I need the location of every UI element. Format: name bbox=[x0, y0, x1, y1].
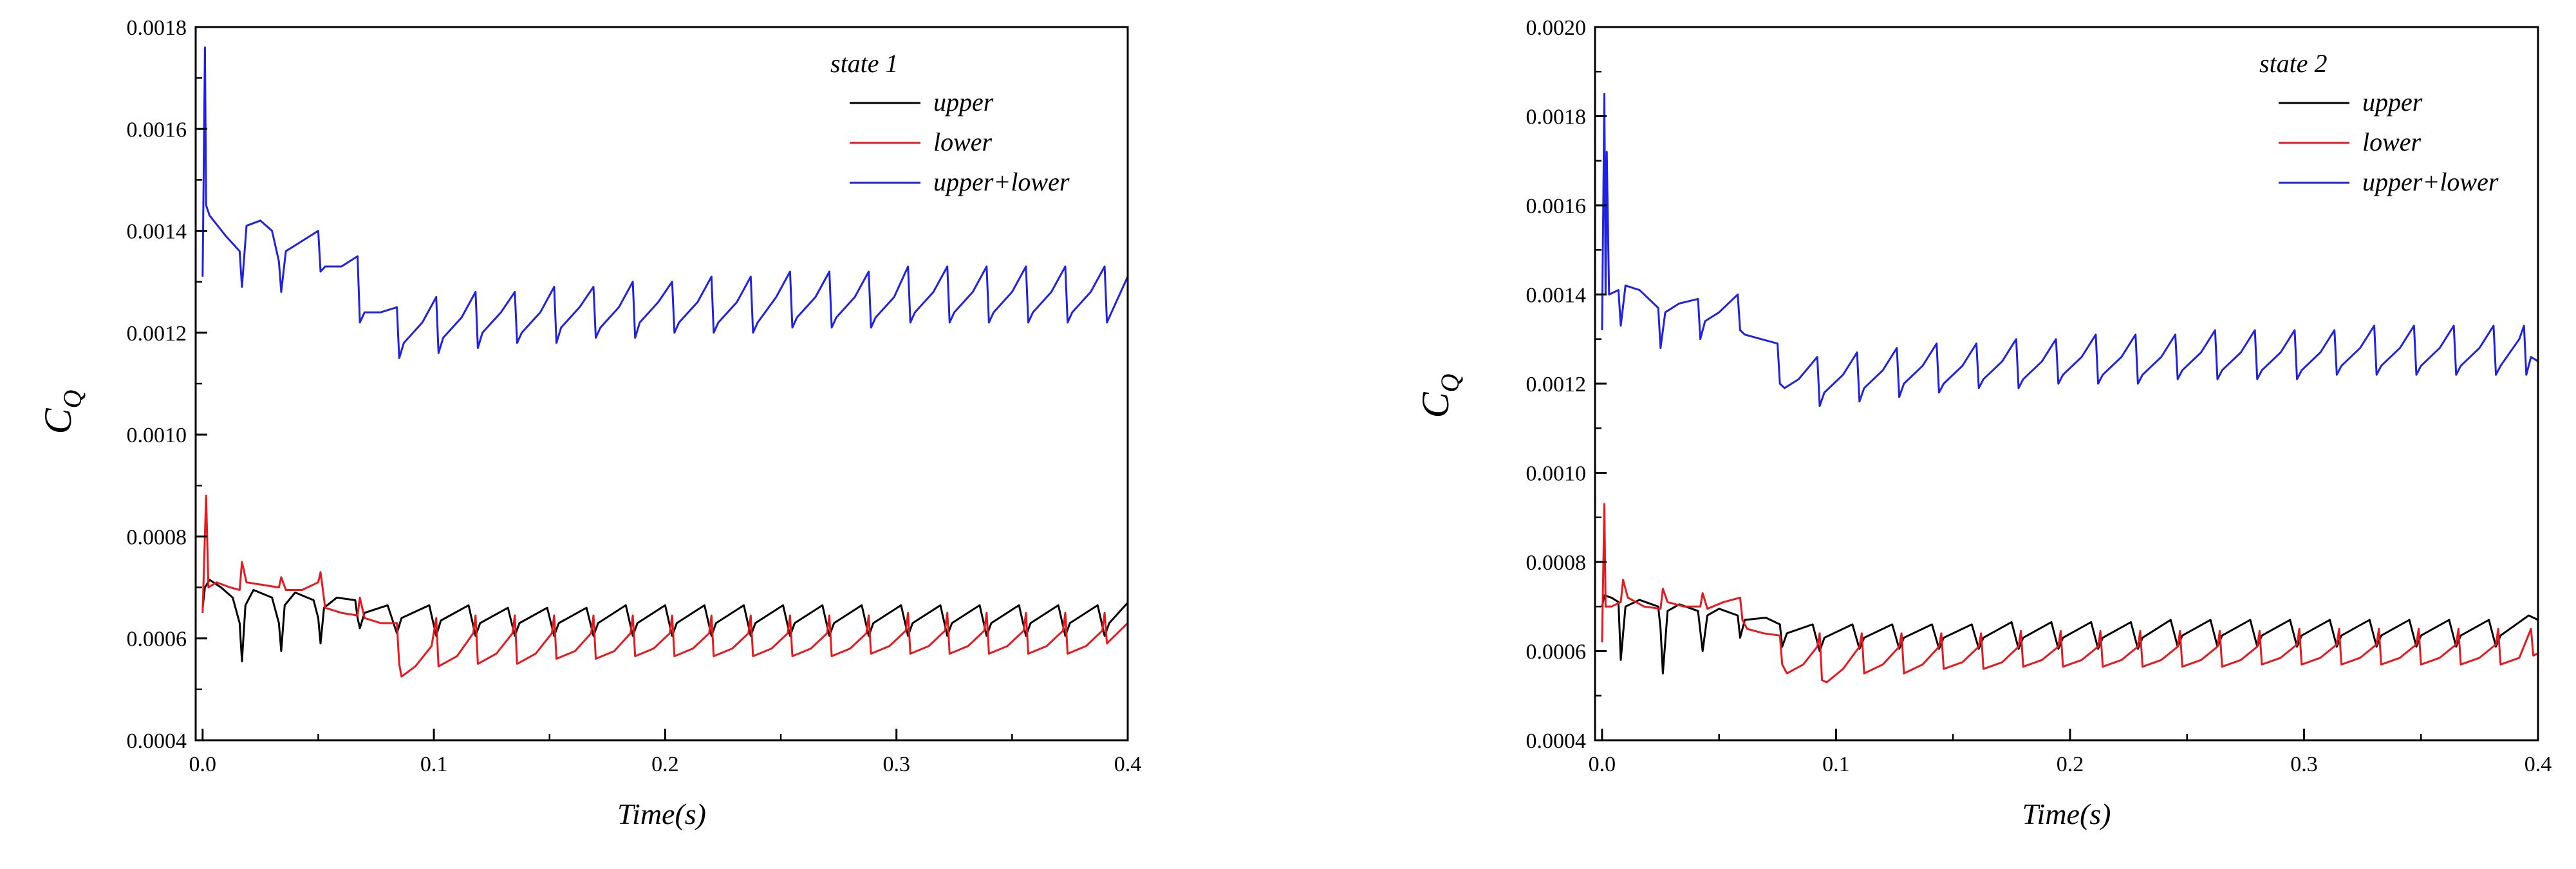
y-tick-label: 0.0008 bbox=[127, 525, 187, 549]
y-tick-label: 0.0010 bbox=[1526, 462, 1587, 486]
y-axis-title: CQ bbox=[1414, 373, 1464, 418]
y-tick-label: 0.0008 bbox=[1526, 551, 1587, 575]
chart-panel-1: 0.00040.00060.00080.00100.00120.00140.00… bbox=[37, 16, 1141, 830]
y-axis-title-subscript: Q bbox=[58, 389, 87, 408]
x-tick-label: 0.1 bbox=[420, 752, 448, 776]
x-tick-label: 0.1 bbox=[1822, 752, 1850, 776]
y-tick-label: 0.0012 bbox=[127, 322, 187, 346]
x-tick-label: 0.4 bbox=[2525, 752, 2552, 776]
legend-label-lower: lower bbox=[2362, 127, 2422, 156]
series-line-upper-plus-lower bbox=[201, 46, 1128, 359]
y-tick-label: 0.0016 bbox=[1526, 194, 1587, 218]
y-tick-label: 0.0006 bbox=[127, 628, 187, 651]
x-axis-title: Time(s) bbox=[2022, 798, 2111, 830]
legend-title: state 2 bbox=[2259, 49, 2328, 78]
y-axis-title-main: C bbox=[37, 407, 79, 434]
y-axis-title-subscript: Q bbox=[1435, 373, 1464, 392]
series-line-upper bbox=[1601, 594, 2538, 675]
x-tick-label: 0.2 bbox=[2057, 752, 2084, 776]
x-tick-label: 0.4 bbox=[1114, 752, 1142, 776]
series-line-upper bbox=[201, 579, 1128, 662]
series-line-lower bbox=[201, 494, 1128, 678]
legend-label-lower: lower bbox=[933, 127, 993, 156]
legend-label-upper: upper bbox=[2362, 88, 2423, 117]
x-tick-label: 0.2 bbox=[651, 752, 679, 776]
x-tick-label: 0.0 bbox=[1589, 752, 1616, 776]
y-tick-label: 0.0006 bbox=[1526, 640, 1587, 664]
y-tick-label: 0.0018 bbox=[1526, 106, 1587, 129]
y-tick-label: 0.0004 bbox=[1526, 729, 1587, 753]
y-tick-label: 0.0016 bbox=[127, 118, 187, 142]
y-tick-label: 0.0012 bbox=[1526, 373, 1587, 397]
chart-panel-2: 0.00040.00060.00080.00100.00120.00140.00… bbox=[1414, 16, 2552, 830]
y-tick-label: 0.0010 bbox=[127, 424, 187, 447]
x-axis-title: Time(s) bbox=[617, 798, 706, 830]
y-axis-title: CQ bbox=[37, 389, 87, 434]
series-line-lower bbox=[1601, 503, 2538, 684]
legend-title: state 1 bbox=[830, 49, 899, 78]
y-tick-label: 0.0014 bbox=[1526, 284, 1587, 308]
y-tick-label: 0.0014 bbox=[127, 220, 187, 244]
y-tick-label: 0.0020 bbox=[1526, 16, 1587, 40]
y-tick-label: 0.0018 bbox=[127, 16, 187, 40]
x-tick-label: 0.3 bbox=[882, 752, 910, 776]
y-axis-title-main: C bbox=[1414, 391, 1457, 418]
x-tick-label: 0.3 bbox=[2290, 752, 2318, 776]
legend-label-upper-plus-lower: upper+lower bbox=[2362, 167, 2499, 196]
x-tick-label: 0.0 bbox=[189, 752, 217, 776]
legend-label-upper-plus-lower: upper+lower bbox=[933, 167, 1070, 196]
series-line-upper-plus-lower bbox=[1601, 93, 2538, 407]
legend-label-upper: upper bbox=[933, 88, 994, 117]
y-tick-label: 0.0004 bbox=[127, 729, 187, 753]
